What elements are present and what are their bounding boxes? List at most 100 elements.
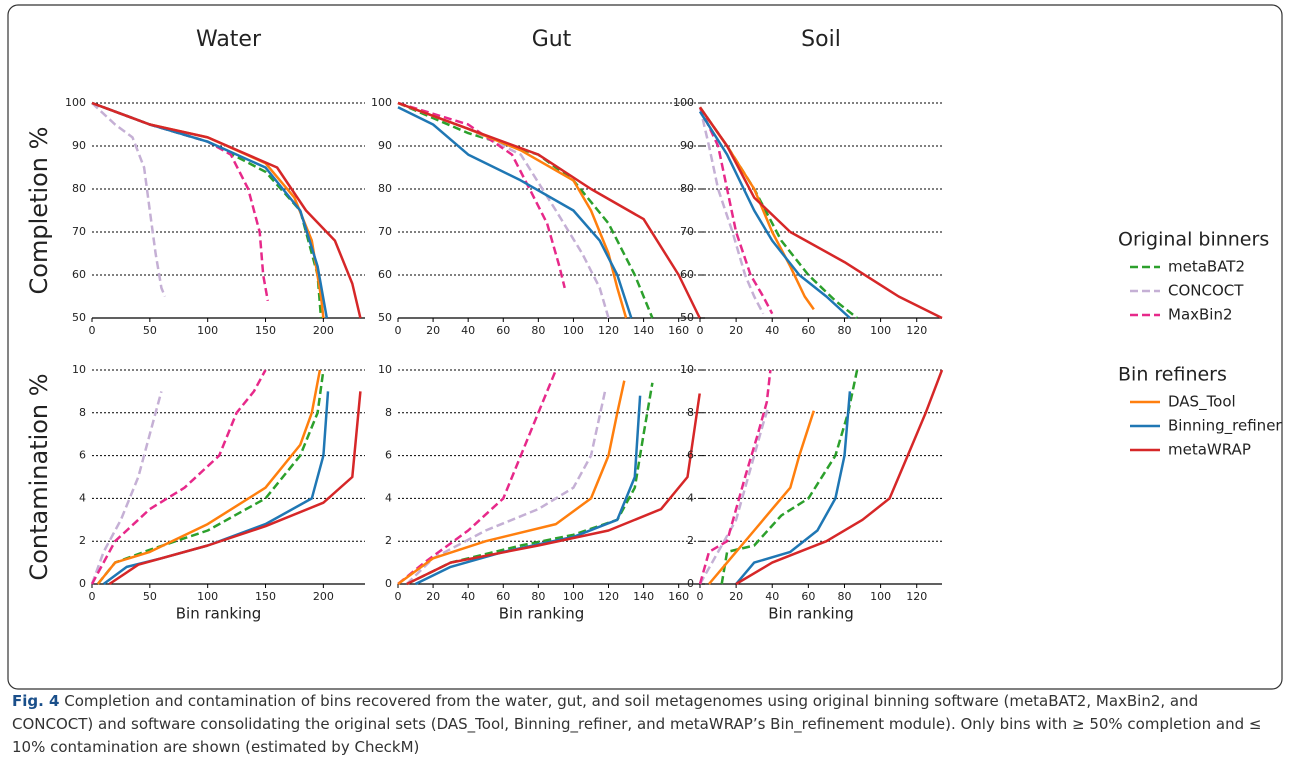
y-tick-label: 50 — [72, 311, 86, 324]
legend-title: Bin refiners — [1118, 364, 1227, 386]
y-tick-label: 2 — [79, 534, 86, 547]
series-line — [720, 369, 859, 585]
y-tick-label: 90 — [680, 139, 694, 152]
series-line — [90, 369, 267, 585]
y-tick-label: 70 — [378, 225, 392, 238]
y-tick-label: 10 — [378, 363, 392, 376]
x-tick-label: 20 — [729, 324, 743, 337]
x-tick-label: 120 — [906, 324, 927, 337]
y-tick-label: 4 — [687, 491, 694, 504]
x-tick-label: 160 — [668, 324, 689, 337]
legend-label: CONCOCT — [1168, 282, 1244, 300]
legend-label: metaBAT2 — [1168, 258, 1245, 276]
series-line — [698, 110, 851, 319]
y-tick-label: 2 — [385, 534, 392, 547]
x-tick-label: 0 — [697, 590, 704, 603]
series-line — [397, 101, 610, 319]
y-tick-label: 6 — [385, 449, 392, 462]
x-tick-label: 40 — [461, 324, 475, 337]
x-tick-label: 0 — [89, 590, 96, 603]
y-tick-label: 80 — [72, 182, 86, 195]
y-tick-label: 100 — [673, 96, 694, 109]
panel-title: Soil — [801, 27, 841, 52]
x-tick-label: 100 — [870, 590, 891, 603]
y-tick-label: 100 — [65, 96, 86, 109]
series-line — [96, 369, 322, 585]
series-line — [698, 406, 770, 585]
x-tick-label: 60 — [496, 324, 510, 337]
series-line — [414, 395, 642, 586]
y-tick-label: 8 — [385, 406, 392, 419]
x-tick-label: 200 — [313, 324, 334, 337]
legend-title: Original binners — [1118, 229, 1269, 251]
series-line — [698, 107, 765, 315]
x-tick-label: 150 — [255, 324, 276, 337]
legend-label: DAS_Tool — [1168, 393, 1236, 412]
figure-frame — [7, 4, 1283, 690]
series-line — [91, 101, 323, 319]
y-tick-label: 8 — [79, 406, 86, 419]
x-tick-label: 40 — [765, 324, 779, 337]
x-tick-label: 20 — [426, 324, 440, 337]
series-line — [397, 101, 701, 319]
legend-label: metaWRAP — [1168, 441, 1251, 459]
x-axis-label: Bin ranking — [499, 605, 584, 623]
series-line — [698, 369, 772, 585]
y-tick-label: 2 — [687, 534, 694, 547]
x-tick-label: 100 — [563, 324, 584, 337]
x-tick-label: 60 — [801, 590, 815, 603]
x-tick-label: 140 — [633, 324, 654, 337]
caption-label: Fig. 4 — [12, 692, 60, 710]
x-tick-label: 200 — [313, 590, 334, 603]
series-line — [91, 102, 167, 297]
y-tick-label: 6 — [687, 449, 694, 462]
series-line — [397, 106, 633, 319]
panel-title: Water — [196, 27, 262, 52]
x-tick-label: 0 — [89, 324, 96, 337]
series-line — [698, 106, 943, 320]
x-tick-label: 80 — [531, 590, 545, 603]
x-tick-label: 60 — [496, 590, 510, 603]
x-tick-label: 20 — [426, 590, 440, 603]
y-tick-label: 8 — [687, 406, 694, 419]
y-tick-label: 10 — [72, 363, 86, 376]
legend-label: Binning_refiner — [1168, 417, 1282, 436]
y-axis-label: Contamination % — [25, 373, 53, 580]
caption-text: Completion and contamination of bins rec… — [12, 692, 1262, 756]
x-axis-label: Bin ranking — [176, 605, 261, 623]
series-line — [698, 106, 774, 315]
x-tick-label: 160 — [668, 590, 689, 603]
series-line — [91, 101, 329, 319]
x-tick-label: 40 — [765, 590, 779, 603]
x-tick-label: 0 — [395, 590, 402, 603]
legend-label: MaxBin2 — [1168, 306, 1233, 324]
series-line — [108, 391, 362, 586]
x-tick-label: 80 — [837, 324, 851, 337]
x-tick-label: 0 — [697, 324, 704, 337]
x-tick-label: 120 — [598, 324, 619, 337]
y-tick-label: 6 — [79, 449, 86, 462]
x-tick-label: 80 — [837, 590, 851, 603]
series-line — [406, 393, 701, 586]
x-tick-label: 80 — [531, 324, 545, 337]
series-line — [397, 369, 558, 585]
series-line — [397, 101, 566, 289]
y-tick-label: 60 — [680, 268, 694, 281]
y-tick-label: 4 — [385, 491, 392, 504]
x-tick-label: 100 — [197, 324, 218, 337]
y-tick-label: 70 — [680, 225, 694, 238]
series-line — [91, 101, 270, 302]
y-tick-label: 4 — [79, 491, 86, 504]
x-tick-label: 0 — [395, 324, 402, 337]
x-tick-label: 20 — [729, 590, 743, 603]
series-line — [91, 101, 362, 319]
series-line — [708, 410, 815, 585]
y-tick-label: 80 — [680, 182, 694, 195]
x-axis-label: Bin ranking — [768, 605, 853, 623]
series-line — [397, 101, 654, 319]
series-line — [397, 101, 628, 319]
x-tick-label: 120 — [906, 590, 927, 603]
x-tick-label: 50 — [143, 324, 157, 337]
